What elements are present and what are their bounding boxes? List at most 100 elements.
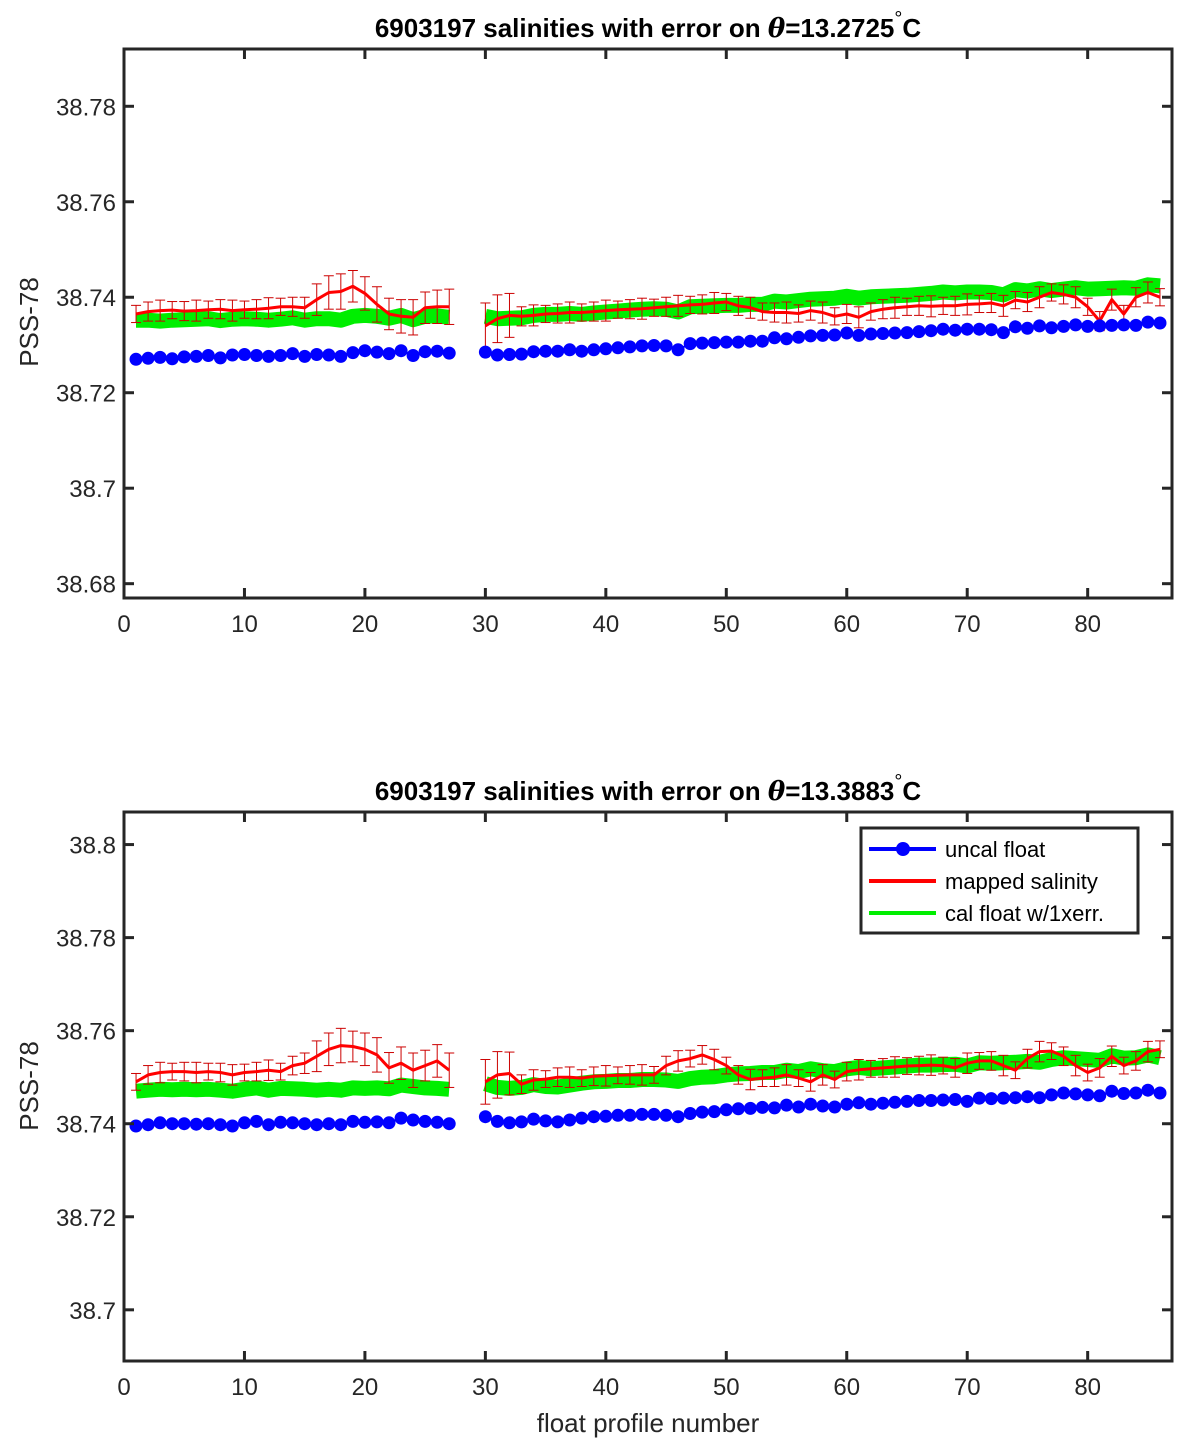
bottom-chart-y-tick-label: 38.7 (69, 1298, 116, 1325)
top-chart-point-uncal-float (599, 342, 613, 356)
top-chart-x-tick-label: 40 (592, 611, 619, 638)
bottom-chart-plot-frame (122, 810, 1174, 1363)
top-chart-x-tick-label: 0 (117, 611, 130, 638)
top-chart-point-uncal-float (334, 349, 348, 363)
top-chart-point-uncal-float (587, 343, 601, 357)
bottom-chart-x-tick-label: 80 (1074, 1374, 1101, 1401)
bottom-chart-point-uncal-float (828, 1100, 842, 1114)
bottom-chart-series-cal-float-w-1xerr (135, 1077, 450, 1099)
top-chart-point-uncal-float (852, 328, 866, 342)
top-chart-y-tick-label: 38.74 (56, 285, 116, 312)
bottom-chart-point-uncal-float (551, 1115, 565, 1129)
top-chart-point-uncal-float (828, 328, 842, 342)
bottom-chart-point-uncal-float (262, 1118, 276, 1132)
top-chart-point-uncal-float (153, 350, 167, 364)
bottom-chart-point-uncal-float (418, 1114, 432, 1128)
top-chart-point-uncal-float (394, 344, 408, 358)
top-chart-point-uncal-float (1069, 318, 1083, 332)
top-chart-point-uncal-float (960, 322, 974, 336)
top-chart-point-uncal-float (406, 349, 420, 362)
top-chart-point-uncal-float (719, 335, 733, 349)
legend-label-cal-float: cal float w/1xerr. (945, 901, 1104, 926)
bottom-chart-point-uncal-float (177, 1117, 191, 1131)
bottom-chart-y-tick-label: 38.76 (56, 1019, 116, 1046)
top-chart-series-mapped-salinity (135, 284, 450, 319)
top-chart-point-uncal-float (1057, 319, 1071, 333)
bottom-chart-point-uncal-float (840, 1097, 854, 1111)
bottom-chart-point-uncal-float (141, 1118, 155, 1132)
top-chart-point-uncal-float (527, 345, 541, 359)
top-chart-point-uncal-float (840, 326, 854, 340)
bottom-chart-point-uncal-float (780, 1098, 793, 1112)
bottom-chart-point-uncal-float (743, 1101, 757, 1115)
bottom-chart-point-uncal-float (298, 1117, 312, 1131)
top-chart-point-uncal-float (503, 348, 516, 361)
top-chart-x-tick-label: 80 (1074, 611, 1101, 638)
top-chart-point-uncal-float (478, 345, 492, 359)
top-chart-point-uncal-float (551, 344, 565, 358)
bottom-chart-point-uncal-float (563, 1113, 577, 1127)
bottom-chart-point-uncal-float (274, 1115, 288, 1129)
top-chart-point-uncal-float (1141, 315, 1155, 329)
bottom-chart-point-uncal-float (153, 1116, 167, 1130)
top-chart-point-uncal-float (647, 339, 661, 352)
top-chart-point-uncal-float (804, 329, 818, 343)
bottom-chart-xlabel: float profile number (537, 1408, 760, 1438)
bottom-chart-point-uncal-float (731, 1102, 745, 1116)
bottom-chart-series-mapped-salinity (135, 1044, 451, 1084)
bottom-chart-point-uncal-float (792, 1100, 806, 1114)
bottom-chart-point-uncal-float (816, 1099, 830, 1113)
top-chart-point-uncal-float (1045, 321, 1058, 335)
top-chart-point-uncal-float (418, 345, 432, 359)
top-chart-point-uncal-float (707, 336, 721, 350)
bottom-chart-point-uncal-float (900, 1094, 914, 1108)
bottom-chart-y-tick-label: 38.78 (56, 926, 116, 953)
top-chart-series-mapped-salinity (484, 291, 1161, 328)
top-chart-x-tick-label: 50 (713, 611, 740, 638)
bottom-chart-point-uncal-float (478, 1110, 492, 1124)
top-chart-point-uncal-float (165, 352, 179, 366)
top-chart-x-tick-label: 70 (954, 611, 981, 638)
legend: uncal float mapped salinity cal float w/… (859, 826, 1140, 935)
bottom-chart-point-uncal-float (659, 1108, 673, 1122)
top-chart-point-uncal-float (659, 339, 673, 353)
bottom-chart-point-uncal-float (1008, 1091, 1022, 1105)
bottom-chart-point-uncal-float (334, 1118, 348, 1132)
bottom-chart-point-uncal-float (1141, 1083, 1155, 1097)
top-chart-point-uncal-float (743, 334, 757, 348)
bottom-chart-point-uncal-float (539, 1114, 553, 1128)
top-chart-point-uncal-float (755, 334, 769, 348)
bottom-chart-point-uncal-float (599, 1109, 613, 1123)
top-chart-point-uncal-float (768, 331, 781, 345)
top-chart-point-uncal-float (1081, 319, 1095, 333)
bottom-chart-point-uncal-float (165, 1117, 179, 1131)
bottom-chart-point-uncal-float (768, 1101, 781, 1115)
top-chart-point-uncal-float (189, 349, 203, 363)
bottom-chart-x-tick-label: 40 (592, 1374, 619, 1401)
top-chart-point-uncal-float (792, 330, 806, 344)
top-chart-point-uncal-float (780, 332, 793, 346)
top-chart-point-uncal-float (310, 348, 324, 361)
bottom-chart-point-uncal-float (1033, 1091, 1046, 1105)
bottom-chart-x-tick-label: 10 (231, 1374, 258, 1401)
top-chart-x-tick-label: 20 (352, 611, 379, 638)
top-chart-point-uncal-float (912, 325, 926, 339)
top-chart-point-uncal-float (1020, 321, 1034, 335)
top-chart-x-tick-label: 60 (833, 611, 860, 638)
bottom-chart-x-tick-label: 60 (833, 1374, 860, 1401)
bottom-chart-point-uncal-float (370, 1115, 384, 1129)
bottom-chart-point-uncal-float (936, 1093, 950, 1107)
top-chart-point-uncal-float (563, 343, 577, 357)
bottom-chart-point-uncal-float (322, 1117, 336, 1131)
bottom-chart-point-uncal-float (382, 1116, 396, 1130)
top-chart-point-uncal-float (1105, 318, 1119, 332)
bottom-chart-point-uncal-float (996, 1091, 1010, 1105)
top-chart-point-uncal-float (1008, 320, 1022, 334)
bottom-chart-point-uncal-float (575, 1111, 589, 1125)
top-chart-point-uncal-float (346, 346, 360, 360)
top-chart-point-uncal-float (816, 328, 830, 342)
bottom-chart-title: 6903197 salinities with error on θ=13.38… (375, 771, 922, 807)
top-chart-ylabel: PSS-78 (14, 277, 44, 367)
bottom-chart-point-uncal-float (683, 1107, 697, 1120)
